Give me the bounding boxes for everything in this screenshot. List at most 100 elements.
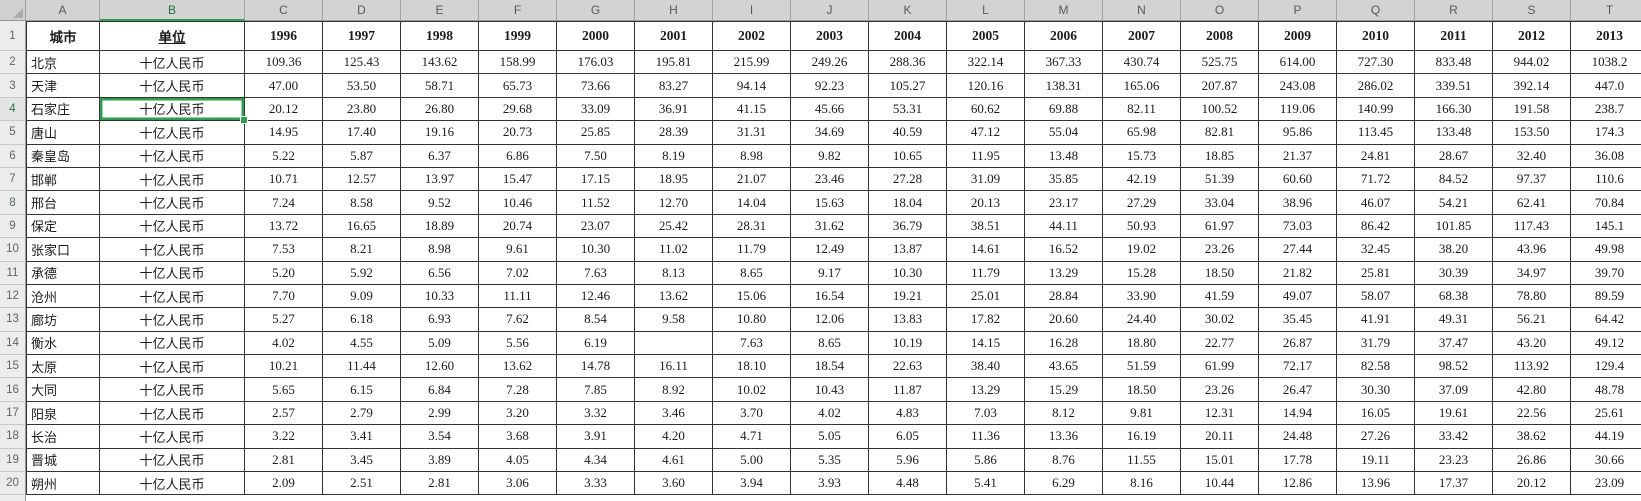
cell-D11[interactable]: 5.92: [323, 261, 401, 285]
cell-B14[interactable]: 十亿人民币: [100, 331, 245, 356]
cell-B6[interactable]: 十亿人民币: [100, 144, 245, 168]
cell-M13[interactable]: 20.60: [1025, 308, 1103, 332]
cell-E7[interactable]: 13.97: [401, 167, 479, 192]
cell-C8[interactable]: 7.24: [245, 191, 323, 215]
cell-N8[interactable]: 27.29: [1103, 191, 1181, 215]
cell-L4[interactable]: 60.62: [947, 97, 1025, 122]
column-header-O[interactable]: O: [1181, 0, 1259, 21]
cell-B10[interactable]: 十亿人民币: [100, 238, 245, 262]
cell-A16[interactable]: 大同: [26, 378, 100, 402]
cell-K15[interactable]: 22.63: [869, 355, 947, 379]
cell-L6[interactable]: 11.95: [947, 144, 1025, 168]
cell-Q11[interactable]: 25.81: [1337, 261, 1415, 285]
cell-J4[interactable]: 45.66: [791, 97, 869, 122]
cell-Q2[interactable]: 727.30: [1337, 51, 1415, 75]
row-header-7[interactable]: 7: [0, 167, 26, 192]
cell-M5[interactable]: 55.04: [1025, 121, 1103, 145]
column-header-H[interactable]: H: [635, 0, 713, 21]
cell-O18[interactable]: 20.11: [1181, 425, 1259, 449]
cell-F15[interactable]: 13.62: [479, 355, 557, 379]
cell-R19[interactable]: 23.23: [1415, 448, 1493, 473]
cell-S13[interactable]: 56.21: [1493, 308, 1571, 332]
cell-I6[interactable]: 8.98: [713, 144, 791, 168]
cell-B15[interactable]: 十亿人民币: [100, 355, 245, 379]
cell-M8[interactable]: 23.17: [1025, 191, 1103, 215]
row-header-9[interactable]: 9: [0, 214, 26, 239]
cell-D20[interactable]: 2.51: [323, 472, 401, 496]
cell-C15[interactable]: 10.21: [245, 355, 323, 379]
cell-R6[interactable]: 28.67: [1415, 144, 1493, 168]
cell-O17[interactable]: 12.31: [1181, 401, 1259, 426]
cell-L8[interactable]: 20.13: [947, 191, 1025, 215]
cell-I19[interactable]: 5.00: [713, 448, 791, 473]
cell-D19[interactable]: 3.45: [323, 448, 401, 473]
cell-M20[interactable]: 6.29: [1025, 472, 1103, 496]
cell-O13[interactable]: 30.02: [1181, 308, 1259, 332]
cell-I11[interactable]: 8.65: [713, 261, 791, 285]
row-header-4[interactable]: 4: [0, 97, 26, 122]
cell-P6[interactable]: 21.37: [1259, 144, 1337, 168]
cell-C4[interactable]: 20.12: [245, 97, 323, 122]
cell-J17[interactable]: 4.02: [791, 401, 869, 426]
column-header-B[interactable]: B: [100, 0, 245, 21]
cell-O9[interactable]: 61.97: [1181, 214, 1259, 239]
cell-L14[interactable]: 14.15: [947, 331, 1025, 356]
cell-E14[interactable]: 5.09: [401, 331, 479, 356]
cell-C11[interactable]: 5.20: [245, 261, 323, 285]
cell-F9[interactable]: 20.74: [479, 214, 557, 239]
cell-E20[interactable]: 2.81: [401, 472, 479, 496]
cell-G18[interactable]: 3.91: [557, 425, 635, 449]
cell-H17[interactable]: 3.46: [635, 401, 713, 426]
cell-C1[interactable]: 1996: [245, 21, 323, 51]
cell-H18[interactable]: 4.20: [635, 425, 713, 449]
cell-K10[interactable]: 13.87: [869, 238, 947, 262]
cell-H15[interactable]: 16.11: [635, 355, 713, 379]
cell-C19[interactable]: 2.81: [245, 448, 323, 473]
cell-K8[interactable]: 18.04: [869, 191, 947, 215]
cell-I3[interactable]: 94.14: [713, 74, 791, 98]
cell-S18[interactable]: 38.62: [1493, 425, 1571, 449]
cell-R15[interactable]: 98.52: [1415, 355, 1493, 379]
cell-E19[interactable]: 3.89: [401, 448, 479, 473]
cell-C10[interactable]: 7.53: [245, 238, 323, 262]
cell-S9[interactable]: 117.43: [1493, 214, 1571, 239]
cell-M14[interactable]: 16.28: [1025, 331, 1103, 356]
cell-H1[interactable]: 2001: [635, 21, 713, 51]
cell-N11[interactable]: 15.28: [1103, 261, 1181, 285]
cell-B18[interactable]: 十亿人民币: [100, 425, 245, 449]
cell-P12[interactable]: 49.07: [1259, 284, 1337, 309]
cell-E9[interactable]: 18.89: [401, 214, 479, 239]
cell-C3[interactable]: 47.00: [245, 74, 323, 98]
cell-R5[interactable]: 133.48: [1415, 121, 1493, 145]
cell-A12[interactable]: 沧州: [26, 284, 100, 309]
cell-A5[interactable]: 唐山: [26, 121, 100, 145]
cell-J2[interactable]: 249.26: [791, 51, 869, 75]
cell-L16[interactable]: 13.29: [947, 378, 1025, 402]
cell-O8[interactable]: 33.04: [1181, 191, 1259, 215]
cell-T20[interactable]: 23.09: [1571, 472, 1641, 496]
cell-R13[interactable]: 49.31: [1415, 308, 1493, 332]
cell-S7[interactable]: 97.37: [1493, 167, 1571, 192]
cell-B5[interactable]: 十亿人民币: [100, 121, 245, 145]
cell-J18[interactable]: 5.05: [791, 425, 869, 449]
cell-H20[interactable]: 3.60: [635, 472, 713, 496]
cell-J8[interactable]: 15.63: [791, 191, 869, 215]
cell-R16[interactable]: 37.09: [1415, 378, 1493, 402]
cell-E8[interactable]: 9.52: [401, 191, 479, 215]
cell-J20[interactable]: 3.93: [791, 472, 869, 496]
cell-C9[interactable]: 13.72: [245, 214, 323, 239]
cell-F19[interactable]: 4.05: [479, 448, 557, 473]
cell-P19[interactable]: 17.78: [1259, 448, 1337, 473]
cell-B13[interactable]: 十亿人民币: [100, 308, 245, 332]
cell-S8[interactable]: 62.41: [1493, 191, 1571, 215]
cell-C6[interactable]: 5.22: [245, 144, 323, 168]
cell-D15[interactable]: 11.44: [323, 355, 401, 379]
cell-M2[interactable]: 367.33: [1025, 51, 1103, 75]
cell-L20[interactable]: 5.41: [947, 472, 1025, 496]
cell-N10[interactable]: 19.02: [1103, 238, 1181, 262]
cell-L1[interactable]: 2005: [947, 21, 1025, 51]
cell-F2[interactable]: 158.99: [479, 51, 557, 75]
cell-E1[interactable]: 1998: [401, 21, 479, 51]
cell-I14[interactable]: 7.63: [713, 331, 791, 356]
column-header-E[interactable]: E: [401, 0, 479, 21]
